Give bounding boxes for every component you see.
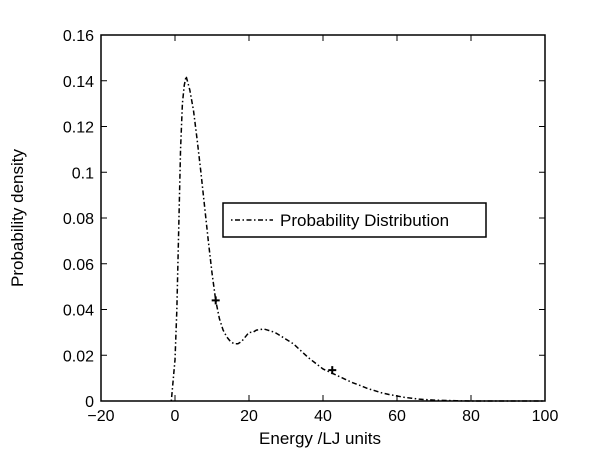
x-tick-label: 80 — [462, 408, 480, 425]
series-line-probability-distribution — [170, 75, 545, 402]
x-tick-label: 60 — [388, 408, 406, 425]
y-tick-label: 0.04 — [63, 303, 94, 320]
x-axis-label: Energy /LJ units — [259, 429, 381, 448]
y-tick-label: 0.08 — [63, 211, 94, 228]
y-axis-label: Probability density — [8, 149, 27, 287]
data-markers — [211, 296, 337, 375]
x-tick-label: 40 — [314, 408, 332, 425]
y-tick-label: 0.06 — [63, 257, 94, 274]
plot-frame — [100, 34, 546, 402]
y-tick-label: 0.12 — [63, 120, 94, 137]
legend-label-probability-distribution: Probability Distribution — [280, 211, 449, 230]
y-tick-label: 0.02 — [63, 348, 94, 365]
plus-marker — [328, 366, 337, 375]
y-tick-label: 0 — [85, 394, 94, 411]
y-tick-label: 0.1 — [72, 165, 94, 182]
plus-marker — [211, 296, 220, 305]
legend: Probability Distribution — [222, 202, 487, 238]
x-axis-ticks: −20 0 20 40 60 80 100 — [87, 35, 558, 425]
y-tick-label: 0.16 — [63, 28, 94, 45]
y-axis-ticks: 0 0.02 0.04 0.06 0.08 0.1 0.12 0.14 0.16 — [63, 28, 545, 411]
x-tick-label: 0 — [171, 408, 180, 425]
x-tick-label: 20 — [240, 408, 258, 425]
x-tick-label: 100 — [532, 408, 559, 425]
y-tick-label: 0.14 — [63, 74, 94, 91]
x-tick-label: −20 — [87, 408, 114, 425]
